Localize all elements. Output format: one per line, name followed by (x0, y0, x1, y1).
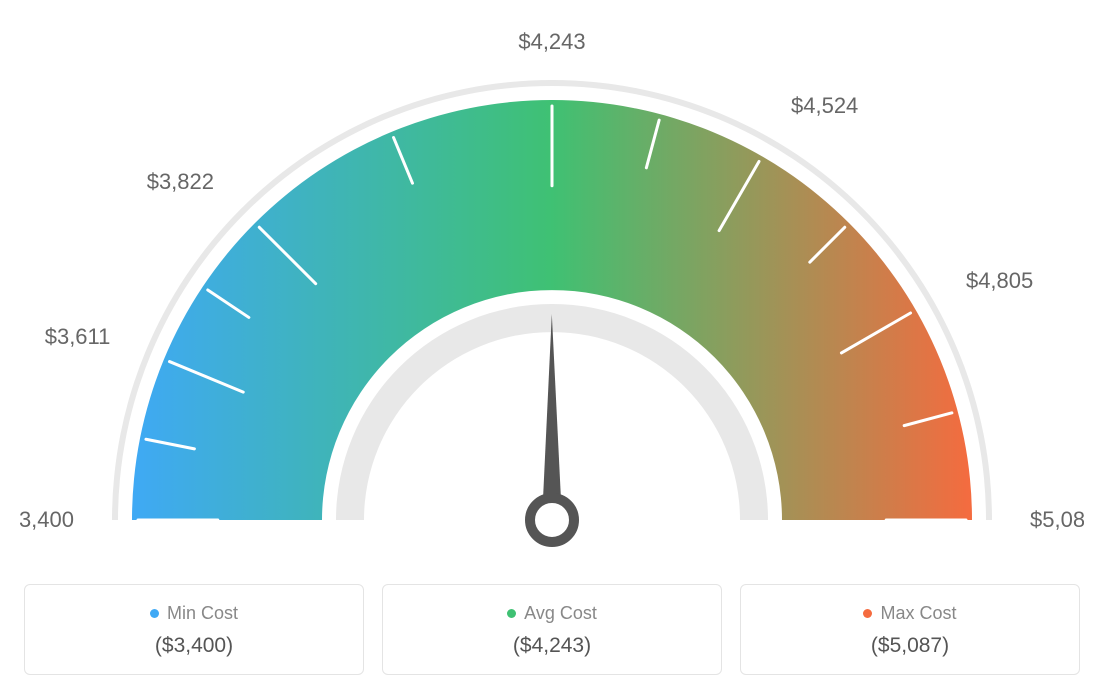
legend-value-min: ($3,400) (37, 634, 351, 658)
legend-label-avg-text: Avg Cost (524, 603, 597, 624)
legend-dot-max (863, 609, 872, 618)
gauge-tick-label: $3,400 (20, 507, 74, 532)
legend-label-avg: Avg Cost (395, 603, 709, 624)
gauge-tick-label: $4,524 (791, 93, 858, 118)
legend-card-max: Max Cost ($5,087) (740, 584, 1080, 675)
gauge-tick-label: $4,243 (518, 29, 585, 54)
gauge-tick-label: $4,805 (966, 268, 1033, 293)
gauge-tick-label: $3,822 (147, 169, 214, 194)
legend-label-max-text: Max Cost (880, 603, 956, 624)
gauge-svg: $3,400 $3,611 $3,822 $4,243 $4,524 $4,805 $5,0… (20, 20, 1084, 560)
gauge-needle-hub (530, 498, 574, 542)
cost-gauge-chart: $3,400 $3,611 $3,822 $4,243 $4,524 $4,805 $5,0… (20, 20, 1084, 675)
legend-value-max: ($5,087) (753, 634, 1067, 658)
legend-value-avg: ($4,243) (395, 634, 709, 658)
gauge-tick-label: $3,611 (45, 324, 111, 349)
gauge-tick-label: $5,087 (1030, 507, 1084, 532)
legend-card-avg: Avg Cost ($4,243) (382, 584, 722, 675)
gauge-needle (542, 314, 562, 520)
legend-dot-avg (507, 609, 516, 618)
legend-label-max: Max Cost (753, 603, 1067, 624)
legend-label-min-text: Min Cost (167, 603, 238, 624)
legend-label-min: Min Cost (37, 603, 351, 624)
legend-dot-min (150, 609, 159, 618)
legend-card-min: Min Cost ($3,400) (24, 584, 364, 675)
legend-row: Min Cost ($3,400) Avg Cost ($4,243) Max … (20, 584, 1084, 675)
